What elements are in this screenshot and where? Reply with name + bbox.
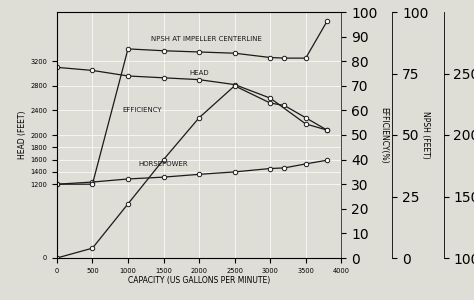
Y-axis label: NPSH (FEET): NPSH (FEET) — [421, 111, 430, 159]
Text: NPSH AT IMPELLER CENTERLINE: NPSH AT IMPELLER CENTERLINE — [151, 35, 262, 41]
X-axis label: CAPACITY (US GALLONS PER MINUTE): CAPACITY (US GALLONS PER MINUTE) — [128, 277, 270, 286]
Text: HEAD: HEAD — [189, 70, 209, 76]
Text: HORSEPOWER: HORSEPOWER — [139, 161, 188, 167]
Y-axis label: EFFICIENCY(%): EFFICIENCY(%) — [379, 107, 388, 163]
Y-axis label: HEAD (FEET): HEAD (FEET) — [18, 111, 27, 159]
Text: EFFICIENCY: EFFICIENCY — [122, 107, 162, 113]
